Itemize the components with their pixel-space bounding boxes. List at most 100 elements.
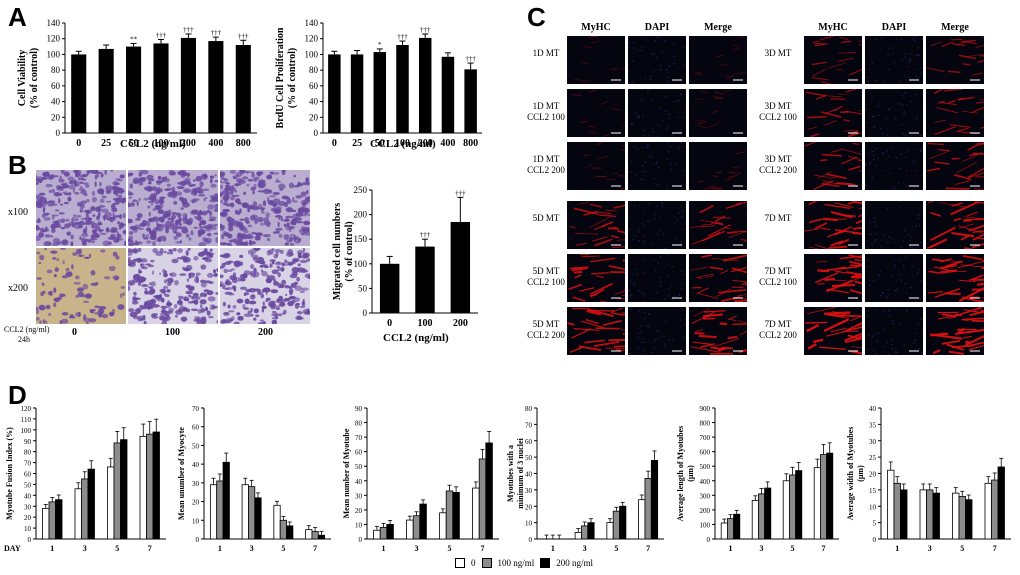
y-axis-label: Mean number of Myotube — [342, 428, 351, 518]
chart-d2-myocyte-number: Mean unumber of Myocyte 0 10 20 30 40 50 60 70 1 3… — [177, 405, 331, 553]
y-tick-label: 50 — [525, 454, 533, 462]
y-axis-label: Myotube Fusion Index (%) — [5, 427, 14, 520]
y-tick-label: 300 — [700, 492, 711, 500]
y-tick-label: 60 — [355, 449, 363, 457]
legend-swatch-0 — [455, 558, 465, 568]
y-tick-label: 150 — [354, 234, 368, 244]
chart-d3-myotube-number: Mean number of Myotube 0 10 20 30 40 50 60 70 80 9… — [342, 405, 499, 553]
x-tick-label: 7 — [993, 544, 997, 553]
y-axis-label: (μm) — [856, 465, 865, 482]
x-tick-label: 5 — [115, 544, 119, 553]
bar — [452, 492, 460, 540]
y-tick-label: 0 — [56, 128, 61, 138]
y-tick-label: 120 — [47, 34, 61, 44]
micrograph-myhc — [804, 201, 862, 249]
micrograph-dapi — [865, 307, 923, 355]
legend-swatch-200 — [540, 558, 551, 568]
bar — [412, 515, 421, 540]
bar — [644, 478, 652, 540]
y-tick-label: 35 — [869, 421, 877, 429]
bar — [113, 442, 121, 540]
y-tick-label: 40 — [192, 461, 200, 469]
y-tick-label: 70 — [525, 421, 533, 429]
x-tick-label: 1 — [895, 544, 899, 553]
bar — [450, 221, 471, 313]
chart-a1-cell-viability: Cell Viability (% of control) 0 20 40 60 80 100… — [17, 18, 257, 149]
y-tick-label: 50 — [192, 442, 200, 450]
bar — [441, 56, 455, 133]
micrograph-myhc — [804, 36, 862, 84]
a2-xlabel: CCL2 (ng/ml) — [370, 138, 436, 150]
b-row-label-x200: x200 — [8, 283, 28, 294]
y-axis-label: Mean unumber of Myocyte — [177, 427, 186, 520]
x-tick-label: 5 — [281, 544, 285, 553]
bar — [893, 482, 901, 540]
bar — [650, 460, 659, 540]
b-col-label-100: 100 — [165, 327, 180, 338]
x-tick-label: 25 — [101, 138, 111, 149]
bar — [55, 499, 63, 540]
d-legend: 0 100 ng/ml 200 ng/ml — [455, 558, 593, 568]
y-tick-label: 140 — [47, 18, 61, 28]
y-tick-label: 70 — [355, 434, 363, 442]
x-tick-label: 200 — [453, 318, 468, 329]
micrograph-dapi — [628, 36, 686, 84]
bar — [464, 69, 477, 133]
x-tick-label: 3 — [760, 544, 764, 553]
bar — [932, 492, 940, 540]
y-tick-label: 25 — [869, 454, 877, 462]
micrograph-myhc — [804, 142, 862, 190]
y-tick-label: 0 — [28, 536, 32, 544]
y-tick-label: 5 — [873, 520, 877, 528]
bar — [286, 525, 294, 540]
y-tick-label: 100 — [354, 259, 368, 269]
bar — [126, 46, 142, 133]
y-tick-label: 100 — [305, 49, 319, 59]
y-tick-label: 100 — [700, 521, 711, 529]
y-tick-label: 60 — [192, 424, 200, 432]
y-tick-label: 100 — [21, 427, 32, 435]
micrograph-merge — [689, 254, 747, 302]
bar — [418, 37, 432, 133]
y-tick-label: 10 — [24, 525, 32, 533]
bar — [782, 480, 790, 540]
micro-row-label: 5D MT CCL2 200 — [527, 319, 565, 340]
y-axis-label: minimum of 3 nuclei — [516, 438, 525, 509]
y-tick-label: 10 — [192, 517, 200, 525]
micro-row-label: 1D MT CCL2 200 — [527, 154, 565, 175]
legend-label-200: 200 ng/ml — [556, 558, 594, 568]
significance-mark: * — [378, 41, 382, 49]
bar — [984, 482, 992, 540]
y-axis-label: Migrated cell numbers — [332, 203, 343, 300]
y-tick-label: 80 — [525, 405, 533, 413]
x-tick-label: 0 — [387, 318, 392, 329]
micro-row-label: 7D MT — [764, 213, 792, 223]
significance-mark: ††† — [238, 32, 249, 40]
bar — [305, 529, 313, 540]
y-tick-label: 0 — [359, 536, 363, 544]
y-tick-label: 60 — [24, 471, 32, 479]
micrograph-dapi — [865, 36, 923, 84]
y-axis-label: (% of control) — [29, 48, 40, 108]
significance-mark: ††† — [211, 29, 222, 37]
y-tick-label: 0 — [314, 128, 319, 138]
bar — [42, 508, 50, 540]
transwell-image — [128, 170, 218, 246]
bar — [478, 458, 487, 540]
x-tick-label: 3 — [583, 544, 587, 553]
y-tick-label: 40 — [525, 471, 533, 479]
micrograph-merge — [926, 307, 984, 355]
micro-row-label: 5D MT — [532, 213, 560, 223]
x-tick-label: 7 — [822, 544, 826, 553]
x-tick-label: 100 — [154, 138, 169, 149]
bar — [379, 526, 388, 540]
micrograph-myhc — [804, 254, 862, 302]
y-tick-label: 80 — [24, 449, 32, 457]
micro-row-label: 1D MT — [532, 48, 560, 58]
y-tick-label: 40 — [355, 478, 363, 486]
b-xlabel: CCL2 (ng/ml) — [383, 332, 449, 344]
y-axis-label: Average length of Myotubes — [676, 426, 685, 522]
micro-header-myhc: MyHC — [818, 22, 848, 33]
bar — [472, 487, 480, 540]
transwell-image — [220, 170, 310, 246]
